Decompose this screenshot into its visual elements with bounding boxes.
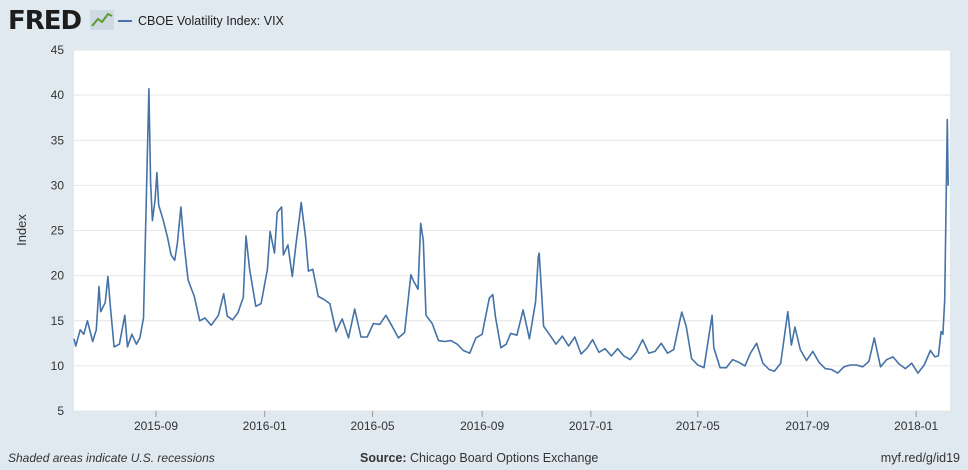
y-tick-label: 45 [51, 43, 65, 57]
y-axis-ticks: 5 10 15 20 25 30 35 40 45 [51, 43, 65, 418]
short-url[interactable]: myf.red/g/id19 [880, 451, 960, 465]
y-tick-label: 15 [51, 314, 65, 328]
series-group [73, 88, 949, 374]
y-tick-label: 40 [51, 88, 65, 102]
y-tick-label: 30 [51, 178, 65, 192]
legend-swatch [118, 20, 132, 22]
source-note: Source: Chicago Board Options Exchange [360, 451, 598, 465]
y-tick-label: 10 [51, 359, 65, 373]
y-tick-label: 25 [51, 224, 65, 238]
series-line[interactable] [73, 88, 949, 374]
x-tick-label: 2018-01 [894, 419, 938, 433]
chart-header: FRED CBOE Volatility Index: VIX [0, 0, 968, 44]
fred-logo[interactable]: FRED [8, 6, 82, 36]
y-tick-label: 35 [51, 133, 65, 147]
chart-legend: CBOE Volatility Index: VIX [118, 14, 284, 28]
legend-label[interactable]: CBOE Volatility Index: VIX [138, 14, 284, 28]
x-tick-label: 2016-09 [460, 419, 504, 433]
x-axis-ticks: 2015-09 2016-01 2016-05 2016-09 2017-01 2017-… [134, 411, 938, 433]
grid-lines [74, 49, 950, 412]
x-tick-label: 2016-01 [243, 419, 287, 433]
x-tick-label: 2017-09 [785, 419, 829, 433]
recession-note: Shaded areas indicate U.S. recessions [8, 451, 215, 465]
source-label: Source: [360, 451, 407, 465]
x-tick-label: 2017-05 [676, 419, 720, 433]
line-chart-icon [90, 10, 114, 30]
source-value: Chicago Board Options Exchange [410, 451, 599, 465]
x-tick-label: 2017-01 [569, 419, 613, 433]
x-tick-label: 2016-05 [351, 419, 395, 433]
x-tick-label: 2015-09 [134, 419, 178, 433]
y-axis-label: Index [14, 214, 29, 246]
y-tick-label: 20 [51, 269, 65, 283]
y-tick-label: 5 [57, 404, 64, 418]
